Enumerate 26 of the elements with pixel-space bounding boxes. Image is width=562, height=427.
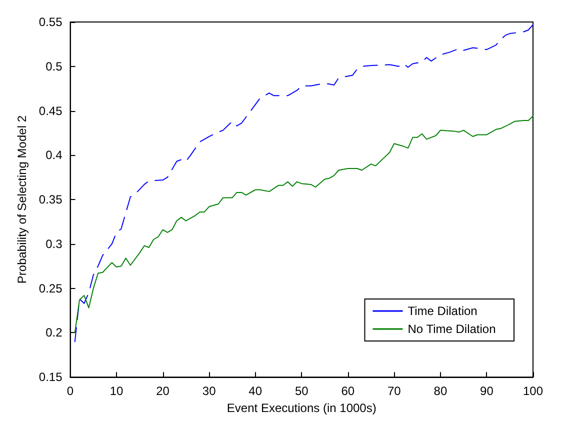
y-tick-label: 0.4 bbox=[46, 148, 63, 162]
x-tick-label: 30 bbox=[202, 384, 216, 398]
x-tick-label: 60 bbox=[341, 384, 355, 398]
x-tick-label: 0 bbox=[66, 384, 74, 398]
x-tick-label: 10 bbox=[110, 384, 124, 398]
x-tick-label: 80 bbox=[434, 384, 448, 398]
x-tick-label: 100 bbox=[522, 384, 544, 398]
x-axis-title: Event Executions (in 1000s) bbox=[226, 401, 376, 415]
x-tick-label: 20 bbox=[156, 384, 170, 398]
y-tick-label: 0.35 bbox=[38, 192, 63, 207]
y-tick-label: 0.2 bbox=[46, 326, 63, 340]
x-tick-label: 70 bbox=[387, 384, 402, 398]
y-tick-label: 0.15 bbox=[38, 370, 63, 384]
line-series bbox=[74, 24, 534, 342]
y-tick-label: 0.5 bbox=[46, 59, 63, 74]
y-axis-title: Probability of Selecting Model 2 bbox=[15, 115, 29, 284]
x-tick-label: 40 bbox=[248, 384, 262, 398]
legend-label: Time Dilation bbox=[408, 304, 478, 318]
x-tick-label: 50 bbox=[294, 384, 309, 398]
legend-label: No Time Dilation bbox=[408, 322, 496, 336]
x-tick-label: 90 bbox=[480, 384, 494, 398]
y-tick-label: 0.45 bbox=[38, 104, 63, 118]
y-tick-label: 0.55 bbox=[38, 15, 63, 29]
line-series bbox=[74, 116, 534, 334]
y-tick-label: 0.3 bbox=[46, 236, 63, 251]
y-tick-label: 0.25 bbox=[38, 281, 63, 296]
